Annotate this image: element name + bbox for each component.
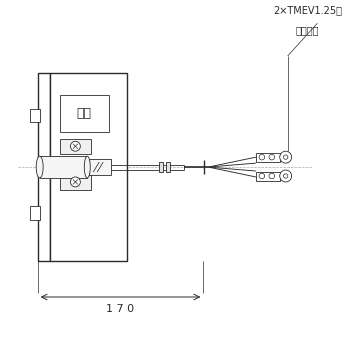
Bar [38,73,50,261]
Bar [40,156,87,178]
Bar [256,153,280,162]
Text: 銘板: 銘板 [77,107,92,120]
Circle shape [284,174,288,178]
Circle shape [259,154,265,160]
Circle shape [280,151,292,163]
Bar [89,159,111,175]
Bar [159,162,163,172]
Bar [166,162,170,172]
Bar [30,108,40,122]
Ellipse shape [36,156,43,178]
Bar [30,206,40,220]
Bar [60,175,91,190]
Bar [60,94,109,132]
Circle shape [70,177,80,187]
Text: 2×TMEV1.25４: 2×TMEV1.25４ [273,5,342,15]
Ellipse shape [84,156,90,178]
Bar [50,73,127,261]
Circle shape [280,170,292,182]
Text: 圧着端子: 圧着端子 [296,25,319,35]
Bar [60,139,91,154]
Circle shape [70,141,80,151]
Circle shape [269,173,274,179]
Circle shape [269,154,274,160]
Circle shape [284,155,288,159]
Bar [256,172,280,181]
Text: 1 7 0: 1 7 0 [106,304,135,314]
Circle shape [259,173,265,179]
